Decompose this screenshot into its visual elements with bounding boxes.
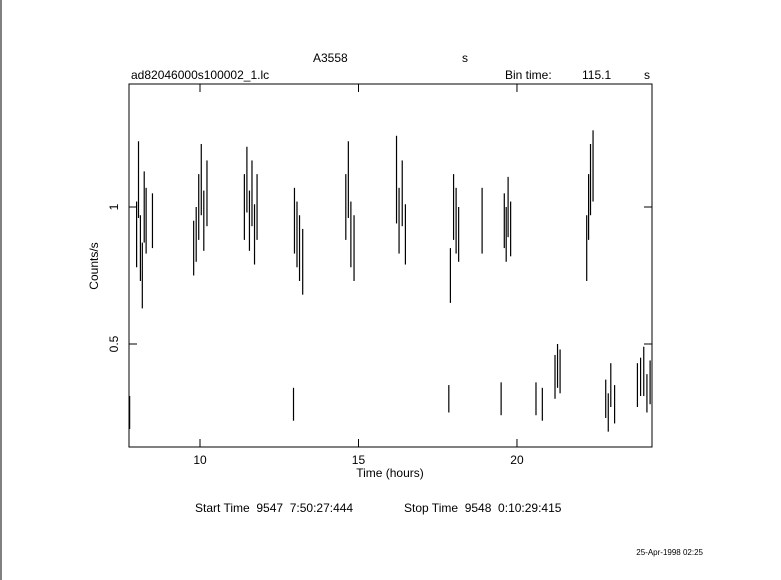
title-unit: s	[462, 51, 468, 65]
bin-time: 115.1	[582, 68, 611, 82]
bin-time-unit: s	[644, 68, 650, 82]
x-tick-label: 15	[352, 453, 366, 467]
y-axis-label: Counts/s	[87, 242, 101, 289]
plot-frame	[128, 83, 653, 448]
start-time: Start Time 9547 7:50:27:444	[195, 501, 353, 515]
date: 25-Apr-1998 02:25	[636, 548, 703, 557]
x-axis-label: Time (hours)	[356, 466, 424, 480]
stop-time: Stop Time 9548 0:10:29:415	[404, 501, 562, 515]
x-tick-label: 20	[510, 453, 524, 467]
file-name: ad82046000s100002_1.lc	[131, 68, 269, 82]
chart-title: A3558	[313, 51, 348, 65]
y-tick-label: 1	[107, 203, 121, 210]
x-tick-label: 10	[193, 453, 207, 467]
y-tick-label: 0.5	[107, 335, 121, 352]
bin-time-label: Bin time:	[505, 68, 552, 82]
